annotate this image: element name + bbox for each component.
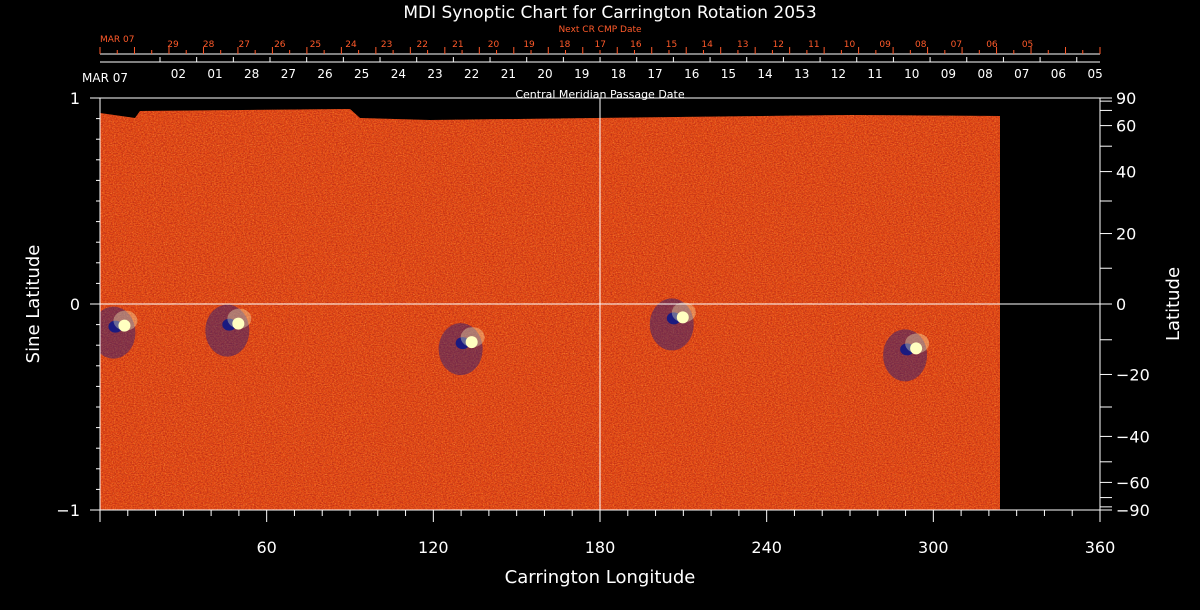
y-right-tick-label: 0 — [1116, 295, 1126, 314]
next-cr-date-label: 24 — [345, 40, 357, 50]
cmp-date-label: 16 — [684, 67, 699, 81]
cmp-date-label: 19 — [574, 67, 589, 81]
magnetogram-map — [100, 109, 1000, 510]
x-tick-label: 180 — [585, 538, 616, 557]
cmp-date-label: 02 — [171, 67, 186, 81]
cmp-date-axis: MAR 07 02 01 28 27 26 25 24 23 22 21 20 19 18 17 16 15 1… — [82, 57, 1103, 101]
next-cr-date-label: 23 — [381, 40, 392, 50]
next-cr-start: MAR 07 — [100, 35, 135, 45]
cmp-date-label: 13 — [794, 67, 809, 81]
cmp-date-label: 20 — [537, 67, 552, 81]
x-tick-label: 60 — [256, 538, 276, 557]
next-cr-date-label: 16 — [630, 40, 642, 50]
x-axis-label: Carrington Longitude — [505, 567, 696, 588]
y-right-tick-label: −20 — [1116, 365, 1150, 384]
cmp-date-label: 06 — [1051, 67, 1066, 81]
next-cr-date-label: 08 — [915, 40, 927, 50]
next-cr-date-label: 29 — [167, 40, 179, 50]
next-cr-date-label: 13 — [737, 40, 748, 50]
next-cr-date-label: 09 — [879, 40, 891, 50]
y-right-tick-label: −40 — [1116, 427, 1150, 446]
x-tick-label: 240 — [751, 538, 782, 557]
active-region-core-positive — [118, 319, 131, 332]
cmp-date-label: 11 — [867, 67, 882, 81]
active-region-core-positive — [232, 317, 245, 330]
next-cr-date-label: 18 — [559, 40, 571, 50]
y-right-tick-label: 60 — [1116, 117, 1136, 136]
cmp-date-label: 27 — [281, 67, 296, 81]
next-cr-date-label: 10 — [844, 40, 856, 50]
x-axis: 60 120 180 240 300 360 — [99, 510, 1116, 557]
next-cr-date-label: 12 — [773, 40, 784, 50]
cmp-date-label: 14 — [757, 67, 772, 81]
cmp-start-label: MAR 07 — [82, 71, 128, 85]
next-cr-date-label: 25 — [310, 40, 321, 50]
y-right-tick-label: −90 — [1116, 501, 1150, 520]
next-cr-date-label: 22 — [417, 40, 428, 50]
y-right-tick-label: 40 — [1116, 163, 1136, 182]
active-region-positive — [671, 302, 696, 323]
y-right-tick-label: 20 — [1116, 225, 1136, 244]
next-cr-date-label: 11 — [808, 40, 819, 50]
cmp-date-label: 22 — [464, 67, 479, 81]
x-tick-label: 300 — [918, 538, 949, 557]
cmp-date-label: 10 — [904, 67, 919, 81]
cmp-date-label: 08 — [977, 67, 992, 81]
chart-title: MDI Synoptic Chart for Carrington Rotati… — [403, 3, 816, 23]
next-cr-date-label: 20 — [488, 40, 500, 50]
next-cr-date-label: 27 — [238, 40, 249, 50]
y-left-tick-label: 0 — [70, 295, 80, 314]
next-cr-axis: Next CR CMP Date MAR 07 29 28 27 26 25 24 23 22… — [99, 25, 1101, 55]
cmp-date-label: 09 — [941, 67, 956, 81]
y-left-tick-label: 1 — [70, 89, 80, 108]
cmp-date-label: 24 — [391, 67, 406, 81]
next-cr-date-label: 07 — [951, 40, 962, 50]
y-axis-right-label: Latitude — [1163, 267, 1184, 341]
y-axis-left: 1 0 −1 — [56, 89, 100, 520]
cmp-date-label: 12 — [831, 67, 846, 81]
y-right-tick-label: −60 — [1116, 473, 1150, 492]
y-left-tick-label: −1 — [56, 501, 80, 520]
cmp-date-label: 21 — [501, 67, 516, 81]
active-region-core-positive — [676, 311, 689, 324]
cmp-date-label: 18 — [611, 67, 626, 81]
y-axis-right: 90 60 40 20 0 −20 −40 −60 −90 — [1100, 89, 1150, 520]
active-region-positive — [227, 308, 252, 329]
next-cr-label: Next CR CMP Date — [558, 25, 642, 35]
next-cr-date-label: 17 — [595, 40, 606, 50]
next-cr-date-label: 26 — [274, 40, 286, 50]
next-cr-date-label: 15 — [666, 40, 677, 50]
y-right-tick-label: 90 — [1116, 89, 1136, 108]
next-cr-date-label: 14 — [701, 40, 713, 50]
cmp-date-label: 28 — [244, 67, 259, 81]
x-tick-label: 360 — [1085, 538, 1116, 557]
active-region-positive — [460, 327, 485, 348]
active-region-positive — [113, 310, 138, 331]
cmp-date-label: 25 — [354, 67, 369, 81]
next-cr-date-label: 28 — [203, 40, 215, 50]
cmp-date-label: 15 — [721, 67, 736, 81]
active-region-core-positive — [465, 336, 478, 349]
active-region-core-positive — [910, 342, 923, 355]
cmp-date-label: 07 — [1014, 67, 1029, 81]
next-cr-date-label: 21 — [452, 40, 463, 50]
next-cr-date-label: 19 — [523, 40, 535, 50]
y-axis-left-label: Sine Latitude — [23, 245, 44, 364]
cmp-date-label: 17 — [647, 67, 662, 81]
cmp-date-label: 05 — [1087, 67, 1102, 81]
cmp-date-label: 01 — [207, 67, 222, 81]
next-cr-date-label: 05 — [1022, 40, 1033, 50]
active-region-positive — [905, 333, 930, 354]
cmp-date-label: 26 — [317, 67, 332, 81]
cmp-date-label: 23 — [427, 67, 442, 81]
next-cr-date-label: 06 — [986, 40, 998, 50]
x-tick-label: 120 — [418, 538, 449, 557]
